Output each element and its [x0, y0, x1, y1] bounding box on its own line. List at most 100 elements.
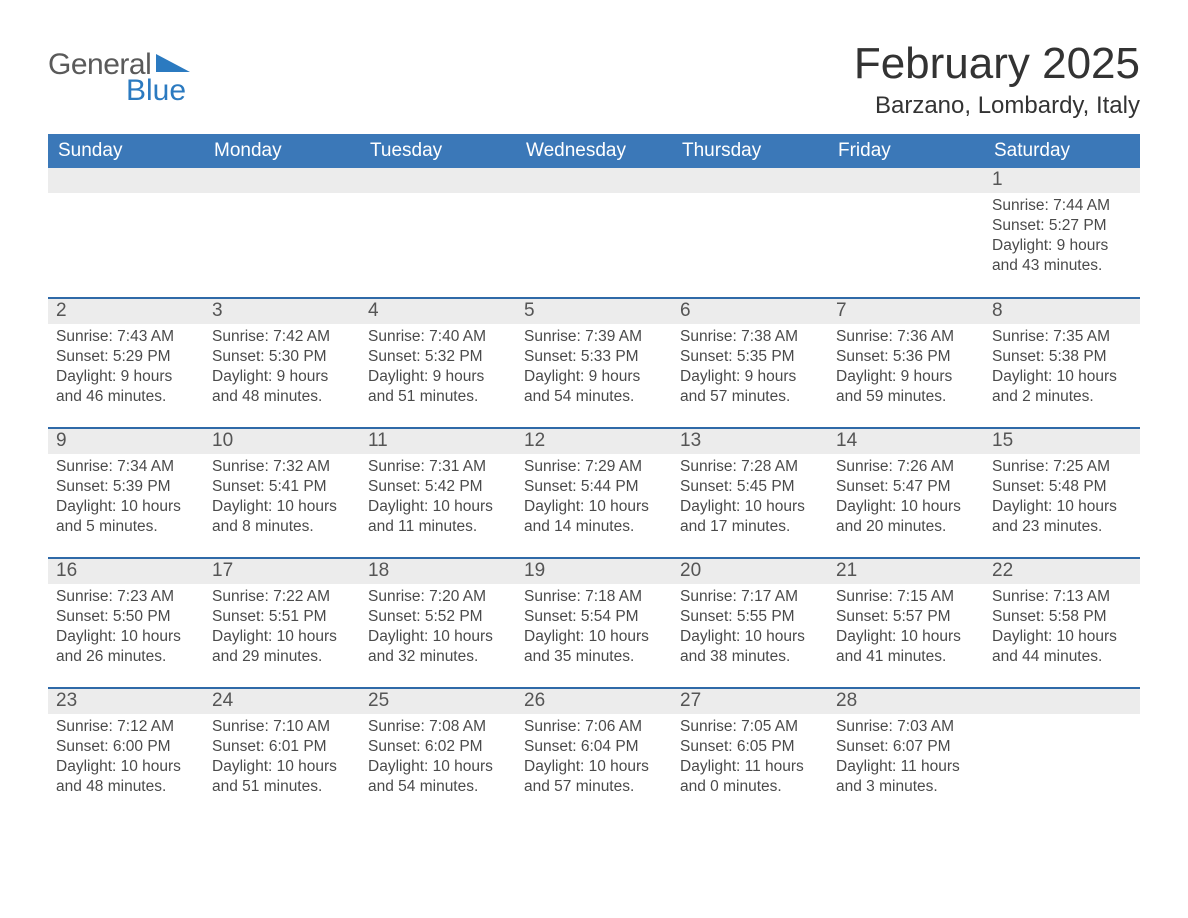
calendar-day-cell: 6Sunrise: 7:38 AMSunset: 5:35 PMDaylight… [672, 298, 828, 428]
brand-line2: Blue [126, 76, 186, 106]
sunrise-line: Sunrise: 7:28 AM [680, 457, 820, 477]
page-title: February 2025 [854, 40, 1140, 88]
day-details: Sunrise: 7:35 AMSunset: 5:38 PMDaylight:… [984, 324, 1140, 412]
sunset-line: Sunset: 6:02 PM [368, 737, 508, 757]
sunset-line: Sunset: 5:57 PM [836, 607, 976, 627]
day-number: 22 [984, 559, 1140, 584]
calendar-day-cell [828, 168, 984, 298]
sunrise-line: Sunrise: 7:31 AM [368, 457, 508, 477]
sunrise-line: Sunrise: 7:43 AM [56, 327, 196, 347]
day-details: Sunrise: 7:36 AMSunset: 5:36 PMDaylight:… [828, 324, 984, 412]
day-details: Sunrise: 7:20 AMSunset: 5:52 PMDaylight:… [360, 584, 516, 672]
sunrise-line: Sunrise: 7:12 AM [56, 717, 196, 737]
day-number: 20 [672, 559, 828, 584]
day-number: 17 [204, 559, 360, 584]
day-details: Sunrise: 7:13 AMSunset: 5:58 PMDaylight:… [984, 584, 1140, 672]
day-number: 23 [48, 689, 204, 714]
day-details: Sunrise: 7:28 AMSunset: 5:45 PMDaylight:… [672, 454, 828, 542]
day-details: Sunrise: 7:34 AMSunset: 5:39 PMDaylight:… [48, 454, 204, 542]
daylight-line: Daylight: 9 hours and 54 minutes. [524, 367, 664, 407]
daylight-line: Daylight: 10 hours and 51 minutes. [212, 757, 352, 797]
calendar-day-cell: 3Sunrise: 7:42 AMSunset: 5:30 PMDaylight… [204, 298, 360, 428]
weekday-header: Friday [828, 134, 984, 168]
day-number: 18 [360, 559, 516, 584]
sunrise-line: Sunrise: 7:38 AM [680, 327, 820, 347]
sunset-line: Sunset: 6:01 PM [212, 737, 352, 757]
day-number: 13 [672, 429, 828, 454]
sunrise-line: Sunrise: 7:39 AM [524, 327, 664, 347]
day-details: Sunrise: 7:05 AMSunset: 6:05 PMDaylight:… [672, 714, 828, 802]
sunrise-line: Sunrise: 7:03 AM [836, 717, 976, 737]
weekday-header: Thursday [672, 134, 828, 168]
sunset-line: Sunset: 6:00 PM [56, 737, 196, 757]
sunrise-line: Sunrise: 7:17 AM [680, 587, 820, 607]
calendar-week-row: 9Sunrise: 7:34 AMSunset: 5:39 PMDaylight… [48, 428, 1140, 558]
day-number [516, 168, 672, 193]
daylight-line: Daylight: 10 hours and 38 minutes. [680, 627, 820, 667]
sunset-line: Sunset: 5:30 PM [212, 347, 352, 367]
day-number [48, 168, 204, 193]
calendar-day-cell: 26Sunrise: 7:06 AMSunset: 6:04 PMDayligh… [516, 688, 672, 818]
day-number: 8 [984, 299, 1140, 324]
day-number: 12 [516, 429, 672, 454]
daylight-line: Daylight: 11 hours and 3 minutes. [836, 757, 976, 797]
day-number: 5 [516, 299, 672, 324]
daylight-line: Daylight: 10 hours and 2 minutes. [992, 367, 1132, 407]
brand-triangle-icon [156, 54, 190, 72]
calendar-table: SundayMondayTuesdayWednesdayThursdayFrid… [48, 134, 1140, 818]
title-block: February 2025 Barzano, Lombardy, Italy [854, 40, 1140, 120]
day-details: Sunrise: 7:38 AMSunset: 5:35 PMDaylight:… [672, 324, 828, 412]
day-number: 10 [204, 429, 360, 454]
sunset-line: Sunset: 5:55 PM [680, 607, 820, 627]
day-number: 9 [48, 429, 204, 454]
daylight-line: Daylight: 10 hours and 29 minutes. [212, 627, 352, 667]
day-number: 3 [204, 299, 360, 324]
day-details: Sunrise: 7:44 AMSunset: 5:27 PMDaylight:… [984, 193, 1140, 281]
day-number: 1 [984, 168, 1140, 193]
daylight-line: Daylight: 9 hours and 43 minutes. [992, 236, 1132, 276]
daylight-line: Daylight: 9 hours and 51 minutes. [368, 367, 508, 407]
sunrise-line: Sunrise: 7:15 AM [836, 587, 976, 607]
daylight-line: Daylight: 10 hours and 14 minutes. [524, 497, 664, 537]
sunrise-line: Sunrise: 7:29 AM [524, 457, 664, 477]
calendar-week-row: 2Sunrise: 7:43 AMSunset: 5:29 PMDaylight… [48, 298, 1140, 428]
calendar-day-cell [516, 168, 672, 298]
sunset-line: Sunset: 5:29 PM [56, 347, 196, 367]
daylight-line: Daylight: 10 hours and 11 minutes. [368, 497, 508, 537]
sunset-line: Sunset: 5:32 PM [368, 347, 508, 367]
day-details: Sunrise: 7:10 AMSunset: 6:01 PMDaylight:… [204, 714, 360, 802]
calendar-day-cell [360, 168, 516, 298]
sunrise-line: Sunrise: 7:35 AM [992, 327, 1132, 347]
daylight-line: Daylight: 10 hours and 57 minutes. [524, 757, 664, 797]
day-number: 11 [360, 429, 516, 454]
day-number [360, 168, 516, 193]
calendar-day-cell: 9Sunrise: 7:34 AMSunset: 5:39 PMDaylight… [48, 428, 204, 558]
sunset-line: Sunset: 5:50 PM [56, 607, 196, 627]
topbar: General Blue February 2025 Barzano, Lomb… [48, 40, 1140, 120]
sunrise-line: Sunrise: 7:22 AM [212, 587, 352, 607]
calendar-day-cell: 16Sunrise: 7:23 AMSunset: 5:50 PMDayligh… [48, 558, 204, 688]
calendar-day-cell: 24Sunrise: 7:10 AMSunset: 6:01 PMDayligh… [204, 688, 360, 818]
daylight-line: Daylight: 10 hours and 26 minutes. [56, 627, 196, 667]
sunset-line: Sunset: 5:36 PM [836, 347, 976, 367]
sunrise-line: Sunrise: 7:06 AM [524, 717, 664, 737]
day-number: 7 [828, 299, 984, 324]
calendar-day-cell: 23Sunrise: 7:12 AMSunset: 6:00 PMDayligh… [48, 688, 204, 818]
calendar-day-cell: 20 Sunrise: 7:17 AMSunset: 5:55 PMDayligh… [672, 558, 828, 688]
day-details: Sunrise: 7:23 AMSunset: 5:50 PMDaylight:… [48, 584, 204, 672]
sunrise-line: Sunrise: 7:42 AM [212, 327, 352, 347]
sunset-line: Sunset: 5:41 PM [212, 477, 352, 497]
calendar-week-row: 16Sunrise: 7:23 AMSunset: 5:50 PMDayligh… [48, 558, 1140, 688]
sunset-line: Sunset: 5:35 PM [680, 347, 820, 367]
day-details: Sunrise: 7:26 AMSunset: 5:47 PMDaylight:… [828, 454, 984, 542]
day-number: 14 [828, 429, 984, 454]
calendar-day-cell: 13Sunrise: 7:28 AMSunset: 5:45 PMDayligh… [672, 428, 828, 558]
calendar-day-cell: 10Sunrise: 7:32 AMSunset: 5:41 PMDayligh… [204, 428, 360, 558]
day-number: 19 [516, 559, 672, 584]
day-details: Sunrise: 7:22 AMSunset: 5:51 PMDaylight:… [204, 584, 360, 672]
day-details: Sunrise: 7:29 AMSunset: 5:44 PMDaylight:… [516, 454, 672, 542]
sunrise-line: Sunrise: 7:32 AM [212, 457, 352, 477]
location-subtitle: Barzano, Lombardy, Italy [854, 92, 1140, 120]
calendar-day-cell: 2Sunrise: 7:43 AMSunset: 5:29 PMDaylight… [48, 298, 204, 428]
calendar-day-cell: 22Sunrise: 7:13 AMSunset: 5:58 PMDayligh… [984, 558, 1140, 688]
